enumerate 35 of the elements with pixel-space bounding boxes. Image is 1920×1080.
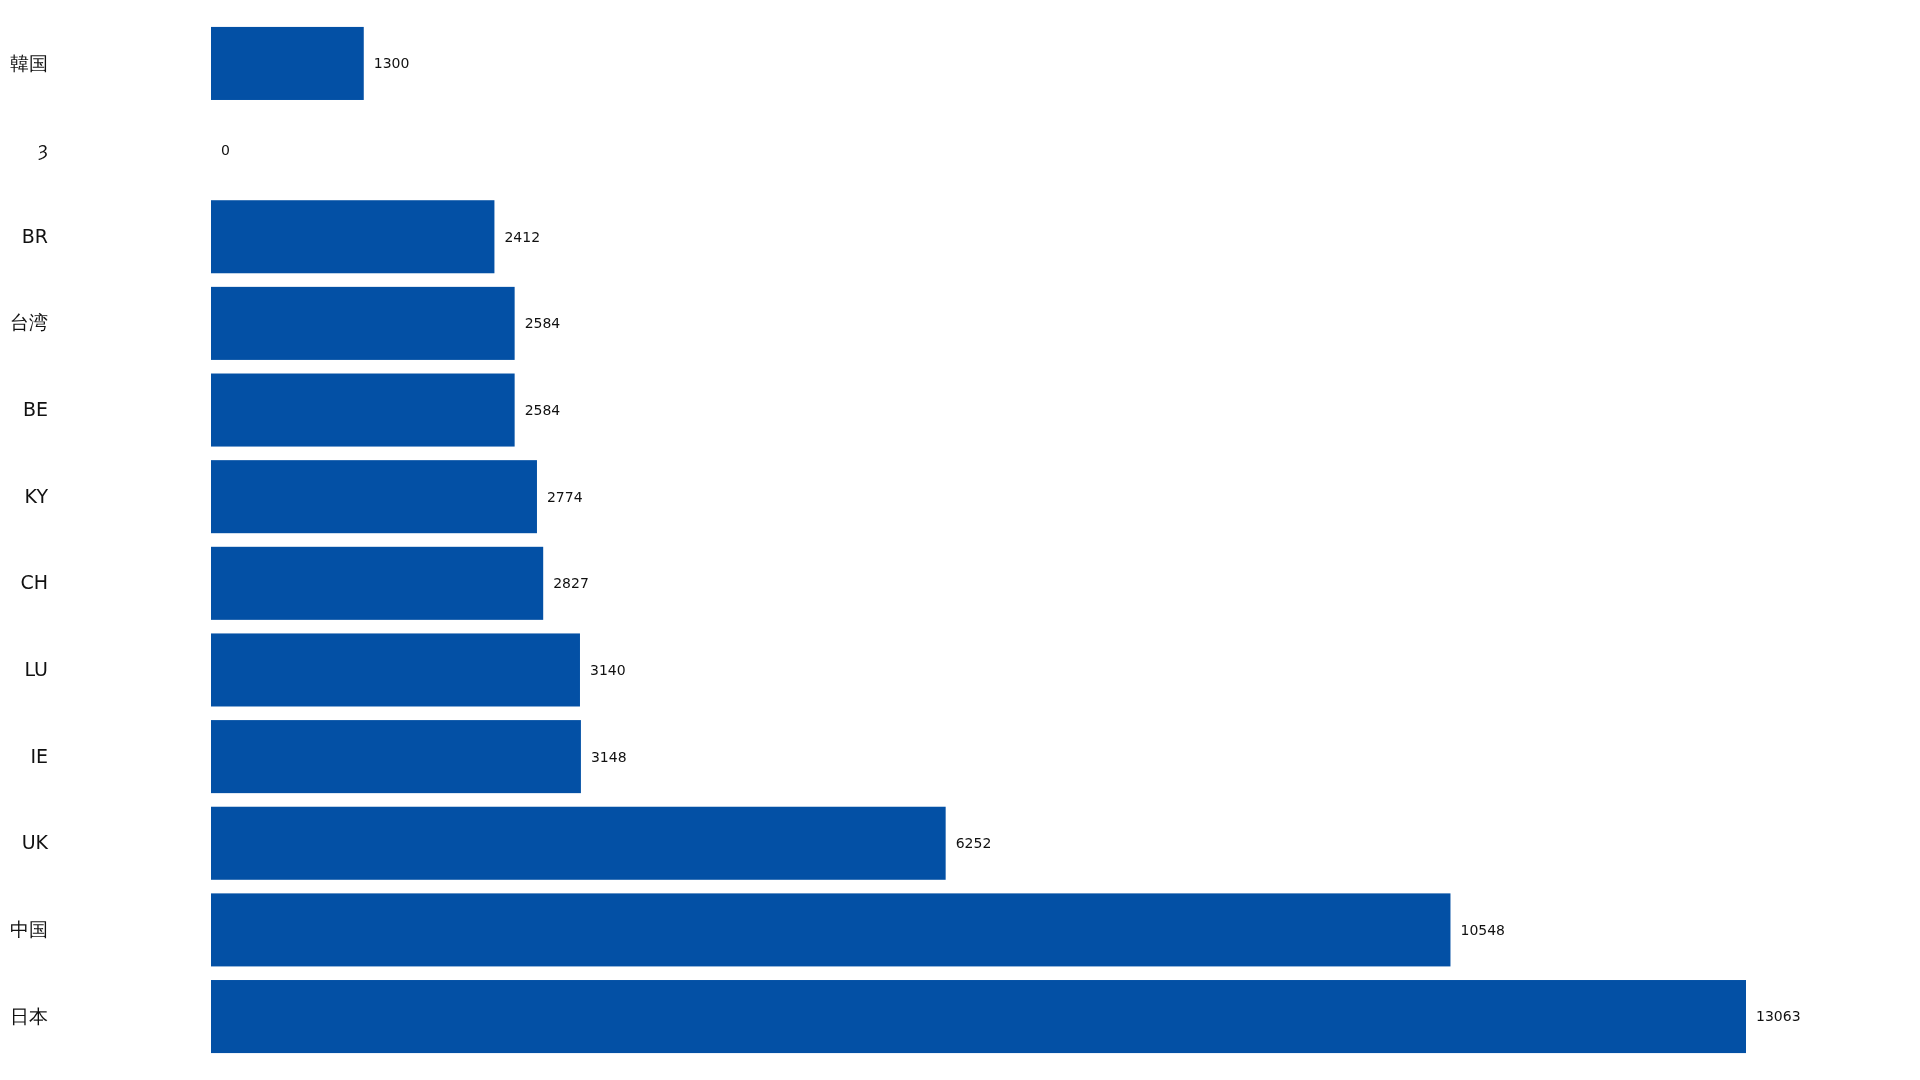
y-tick-label: 中国 [10,917,48,940]
data-label: 6252 [955,835,992,852]
bar [211,286,515,360]
data-label: 2584 [524,401,561,418]
data-label: 0 [221,142,230,158]
bar [211,26,364,100]
bar [211,806,946,880]
data-label: 3140 [589,661,626,678]
data-label: 2584 [524,315,561,332]
y-tick-label: UK [21,831,49,854]
y-tick-label: CH [20,571,48,594]
y-tick-label: LU [24,658,48,681]
bar [211,546,544,620]
y-tick-label: 韓国 [10,51,48,74]
bar [211,460,537,534]
data-label: 3148 [590,748,627,765]
bar [211,720,581,794]
bar [211,893,1451,967]
bar [211,980,1746,1054]
data-label: 2774 [546,488,583,505]
data-label: 13063 [1756,1008,1801,1025]
y-tick-label: 日本 [10,1004,48,1027]
y-tick-label: ȝ [38,138,48,162]
y-tick-label: IE [30,744,48,767]
data-label: 2827 [553,575,589,592]
data-label: 10548 [1460,921,1506,938]
y-tick-label: BR [21,224,48,247]
data-label: 2412 [504,228,541,245]
data-label: 1300 [373,55,410,72]
y-tick-label: 台湾 [10,311,48,334]
y-tick-label: KY [24,484,49,507]
y-tick-label: BE [22,398,48,421]
bar [211,200,495,274]
bar [211,633,580,707]
bar [211,373,515,447]
